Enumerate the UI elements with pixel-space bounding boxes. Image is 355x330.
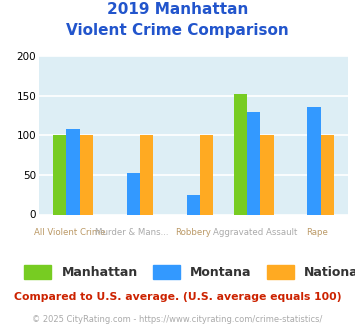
Bar [66, 129, 80, 214]
Bar [247, 112, 260, 214]
Text: Rape: Rape [306, 228, 328, 237]
Text: © 2025 CityRating.com - https://www.cityrating.com/crime-statistics/: © 2025 CityRating.com - https://www.city… [32, 315, 323, 324]
Text: All Violent Crime: All Violent Crime [34, 228, 106, 237]
Bar [200, 135, 213, 214]
Bar [140, 135, 153, 214]
Bar [187, 195, 200, 214]
Bar [307, 107, 321, 214]
Legend: Manhattan, Montana, National: Manhattan, Montana, National [24, 265, 355, 279]
Bar [260, 135, 274, 214]
Bar [234, 94, 247, 214]
Bar [127, 173, 140, 214]
Text: 2019 Manhattan: 2019 Manhattan [107, 2, 248, 16]
Bar [53, 135, 66, 214]
Text: Violent Crime Comparison: Violent Crime Comparison [66, 23, 289, 38]
Text: Compared to U.S. average. (U.S. average equals 100): Compared to U.S. average. (U.S. average … [14, 292, 341, 302]
Bar [321, 135, 334, 214]
Text: Aggravated Assault: Aggravated Assault [213, 228, 297, 237]
Text: Murder & Mans...: Murder & Mans... [95, 228, 169, 237]
Bar [80, 135, 93, 214]
Text: Robbery: Robbery [175, 228, 212, 237]
